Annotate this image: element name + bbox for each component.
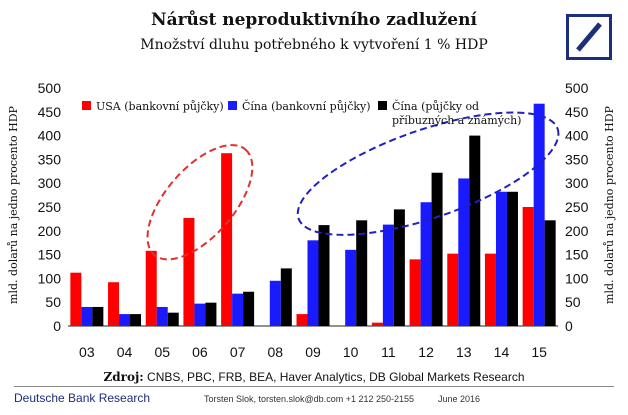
bar-china-bank-15 — [533, 103, 545, 326]
legend-label-2: Čína (půjčky od příbuzných a známých) — [392, 99, 521, 127]
y-tick-label-right: 100 — [565, 270, 589, 286]
x-tick-label: 03 — [79, 344, 95, 360]
bar-china-relatives-14 — [506, 191, 518, 326]
china-highlight-ellipse — [296, 111, 560, 236]
bar-china-bank-12 — [420, 202, 432, 326]
y-tick-label-left: 400 — [38, 128, 62, 144]
x-tick-label: 07 — [230, 344, 246, 360]
bar-china-relatives-07 — [243, 291, 255, 326]
x-tick-label: 09 — [305, 344, 321, 360]
y-tick-label-left: 200 — [38, 223, 62, 239]
footer-brand: Deutsche Bank Research — [14, 391, 151, 405]
y-tick-label-right: 150 — [565, 247, 589, 263]
y-tick-label-left: 500 — [38, 80, 62, 96]
bar-usa-04 — [108, 282, 120, 326]
y-tick-label-left: 150 — [38, 247, 62, 263]
bar-china-relatives-08 — [280, 268, 292, 326]
bar-usa-14 — [484, 253, 496, 326]
bar-usa-07 — [221, 153, 233, 326]
x-tick-label: 12 — [418, 344, 434, 360]
bar-china-bank-05 — [156, 306, 168, 326]
bar-usa-09 — [296, 314, 308, 326]
bar-china-bank-09 — [307, 240, 319, 326]
deutsche-bank-logo-icon — [566, 14, 612, 60]
bar-usa-13 — [447, 253, 459, 326]
bar-china-bank-03 — [81, 306, 93, 326]
y-axis-label-right: mld. dolarů na jedno procento HDP — [603, 105, 616, 303]
chart-subtitle: Množství dluhu potřebného k vytvoření 1 … — [140, 37, 488, 53]
y-tick-label-left: 0 — [53, 318, 61, 334]
footer-date: June 2016 — [438, 394, 481, 404]
bar-usa-11 — [371, 322, 383, 326]
legend-swatch-2 — [378, 101, 387, 110]
bar-china-bank-11 — [382, 224, 394, 326]
bar-usa-03 — [70, 272, 82, 326]
bar-china-bank-10 — [345, 249, 357, 326]
bar-china-relatives-15 — [544, 220, 556, 326]
x-tick-label: 15 — [531, 344, 547, 360]
bar-china-relatives-12 — [431, 172, 443, 326]
bar-usa-12 — [409, 259, 421, 326]
bar-china-relatives-09 — [318, 225, 330, 326]
bars — [70, 103, 556, 326]
legend-swatch-1 — [228, 101, 237, 110]
bar-china-relatives-10 — [356, 220, 368, 326]
y-tick-label-right: 200 — [565, 223, 589, 239]
bar-china-bank-14 — [495, 191, 507, 326]
y-tick-label-right: 400 — [565, 128, 589, 144]
y-tick-label-right: 0 — [565, 318, 573, 334]
legend-swatch-0 — [82, 101, 91, 110]
chart-title: Nárůst neproduktivního zadlužení — [151, 10, 477, 30]
legend-label-0: USA (bankovní půjčky) — [96, 100, 224, 113]
y-axis-label-left: mld. dolarů na jedno procento HDP — [7, 105, 20, 303]
y-tick-label-right: 50 — [565, 294, 581, 310]
y-tick-label-left: 250 — [38, 199, 62, 215]
y-tick-label-right: 250 — [565, 199, 589, 215]
x-tick-label: 05 — [154, 344, 170, 360]
source-note: Zdroj: CNBS, PBC, FRB, BEA, Haver Analyt… — [0, 370, 628, 384]
bar-china-relatives-13 — [469, 135, 481, 326]
bar-china-relatives-11 — [393, 209, 405, 326]
x-tick-label: 10 — [343, 344, 359, 360]
y-tick-label-left: 50 — [45, 294, 61, 310]
bar-usa-06 — [183, 217, 195, 326]
bar-usa-15 — [522, 207, 534, 326]
x-tick-label: 11 — [381, 344, 396, 360]
bar-china-relatives-03 — [92, 306, 104, 326]
y-tick-label-right: 450 — [565, 104, 589, 120]
bar-usa-05 — [145, 250, 157, 326]
x-tick-label: 06 — [192, 344, 208, 360]
annotations — [146, 111, 560, 261]
y-tick-label-left: 350 — [38, 151, 62, 167]
legend: USA (bankovní půjčky) Čína (bankovní půjč… — [82, 99, 521, 127]
y-tick-label-left: 100 — [38, 270, 62, 286]
bar-china-relatives-06 — [205, 302, 217, 326]
footer-author: Torsten Slok, torsten.slok@db.com +1 212… — [204, 394, 415, 404]
y-tick-label-right: 350 — [565, 151, 589, 167]
source-text: CNBS, PBC, FRB, BEA, Haver Analytics, DB… — [143, 370, 525, 384]
bar-china-bank-07 — [232, 293, 244, 326]
x-tick-label: 14 — [494, 344, 510, 360]
legend-label-1: Čína (bankovní půjčky) — [242, 99, 371, 113]
y-tick-label-right: 500 — [565, 80, 589, 96]
x-tick-label: 13 — [456, 344, 472, 360]
bar-china-bank-04 — [119, 314, 131, 326]
y-tick-label-right: 300 — [565, 175, 589, 191]
usa-highlight-ellipse — [146, 144, 254, 261]
bar-china-bank-13 — [458, 178, 470, 326]
y-tick-label-left: 450 — [38, 104, 62, 120]
bar-china-relatives-05 — [167, 312, 179, 326]
bar-china-relatives-04 — [130, 314, 142, 326]
footer-divider — [14, 386, 614, 387]
x-tick-label: 04 — [117, 344, 133, 360]
source-label: Zdroj: — [103, 370, 144, 384]
x-tick-label: 08 — [268, 344, 284, 360]
y-tick-label-left: 300 — [38, 175, 62, 191]
bar-china-bank-06 — [194, 303, 206, 326]
bar-china-bank-08 — [269, 280, 281, 326]
